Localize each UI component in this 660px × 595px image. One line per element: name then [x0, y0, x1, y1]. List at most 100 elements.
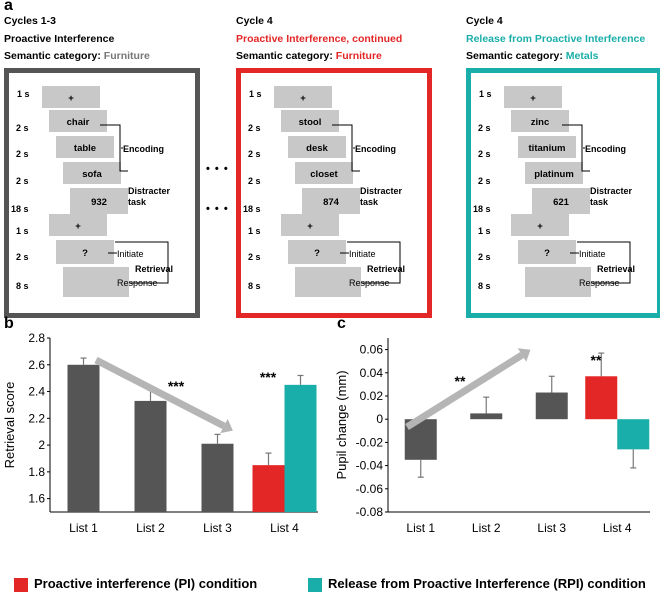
category-label: Semantic category:	[466, 50, 566, 62]
stimulus-card: stool	[281, 110, 339, 132]
response-label: Response	[579, 278, 620, 288]
stimulus-word: +	[530, 93, 536, 104]
duration-label: 2 s	[478, 123, 491, 133]
column-category-line: Semantic category: Metals	[466, 47, 598, 65]
y-tick-label: 2.8	[28, 331, 45, 345]
y-tick-label: -0.02	[356, 435, 384, 449]
x-tick-label: List 2	[136, 521, 165, 535]
trend-arrow	[94, 356, 233, 434]
stimulus-card	[525, 267, 591, 297]
legend-rpi-swatch	[308, 578, 322, 592]
panel-c-letter: c	[337, 315, 346, 332]
category-value: Furniture	[335, 50, 382, 62]
duration-label: 2 s	[478, 176, 491, 186]
distracter-task-label: task	[128, 197, 147, 207]
stimulus-card: platinum	[525, 162, 583, 184]
trial-sequence-frame: + zinc titanium platinum 621 +? 1 s 2 s 2 s 2 s 18…	[466, 68, 660, 318]
stimulus-word: chair	[67, 117, 90, 128]
duration-label: 8 s	[478, 281, 491, 291]
x-tick-label: List 3	[203, 521, 232, 535]
stimulus-word: sofa	[82, 169, 102, 180]
ellipsis-top: • • •	[206, 163, 229, 175]
duration-label: 2 s	[478, 149, 491, 159]
bar	[585, 376, 618, 420]
distracter-label: Distracter	[128, 186, 171, 196]
duration-label: 8 s	[248, 281, 261, 291]
stimulus-card: +	[274, 86, 332, 108]
trial-sequence-frame: + chair table sofa 932 +? 1 s 2 s 2 s 2 s 18 s 1 s 2…	[4, 68, 200, 318]
duration-label: 2 s	[16, 149, 29, 159]
ellipsis-bottom: • • •	[206, 203, 229, 215]
significance-marker: **	[591, 352, 602, 368]
stimulus-word: ?	[544, 248, 550, 259]
bar	[134, 400, 167, 512]
stimulus-word: +	[75, 221, 81, 232]
legend-pi-swatch	[14, 578, 28, 592]
duration-label: 2 s	[248, 149, 261, 159]
trial-sequence-frame: + stool desk closet 874 +? 1 s 2 s 2 s 2 s 18 s 1 s…	[236, 68, 432, 318]
encoding-label: Encoding	[585, 144, 626, 154]
paradigm-column-rpi: Cycle 4 Release from Proactive Interferen…	[466, 15, 660, 318]
duration-label: 2 s	[16, 252, 29, 262]
duration-label: 18 s	[243, 204, 261, 214]
bar	[252, 465, 285, 512]
y-tick-label: 0.06	[360, 343, 384, 357]
stimulus-word: closet	[310, 169, 338, 180]
initiate-label: Initiate	[349, 249, 376, 259]
stimulus-card: 874	[302, 188, 360, 214]
stimulus-word: +	[537, 221, 543, 232]
stimulus-word: titanium	[529, 143, 566, 154]
column-category-line: Semantic category: Furniture	[236, 47, 382, 65]
stimulus-card: sofa	[63, 162, 121, 184]
category-label: Semantic category:	[4, 50, 104, 62]
bar	[284, 384, 317, 512]
stimulus-card: ?	[518, 240, 576, 264]
stimulus-card: +	[504, 86, 562, 108]
category-value: Furniture	[103, 50, 150, 62]
initiate-label: Initiate	[579, 249, 606, 259]
stimulus-word: 621	[553, 197, 570, 208]
significance-marker: ***	[168, 378, 185, 394]
initiate-label: Initiate	[117, 249, 144, 259]
distracter-label: Distracter	[590, 186, 633, 196]
duration-label: 2 s	[16, 123, 29, 133]
stimulus-word: 874	[323, 197, 340, 208]
stimulus-card: +	[42, 86, 100, 108]
distracter-task-label: task	[360, 197, 379, 207]
duration-label: 1 s	[249, 89, 262, 99]
y-tick-label: 0.04	[360, 366, 384, 380]
panel-b-letter: b	[4, 315, 14, 332]
y-tick-label: 1.6	[28, 492, 45, 506]
duration-label: 2 s	[16, 176, 29, 186]
stimulus-word: table	[74, 143, 96, 154]
y-axis-label: Pupil change (mm)	[334, 370, 349, 479]
stimulus-word: +	[307, 221, 313, 232]
y-tick-label: 2.6	[28, 358, 45, 372]
paradigm-column-pi-continued: Cycle 4 Proactive Interference, continued…	[236, 15, 432, 318]
column-cycle-label: Cycles 1-3	[4, 15, 56, 27]
duration-label: 2 s	[478, 252, 491, 262]
retrieval-label: Retrieval	[367, 264, 405, 274]
y-tick-label: -0.04	[356, 459, 384, 473]
stimulus-word: +	[300, 93, 306, 104]
duration-label: 8 s	[16, 281, 29, 291]
significance-marker: ***	[260, 369, 277, 385]
y-tick-label: 2.2	[28, 411, 45, 425]
duration-label: 2 s	[248, 123, 261, 133]
category-value: Metals	[565, 50, 599, 62]
y-tick-label: -0.06	[356, 482, 384, 496]
y-tick-label: 0.02	[360, 389, 384, 403]
stimulus-card: titanium	[518, 136, 576, 158]
distracter-label: Distracter	[360, 186, 403, 196]
duration-label: 18 s	[473, 204, 491, 214]
encoding-label: Encoding	[355, 144, 396, 154]
pupil-change-chart: -0.08 -0.06 -0.04 -0.02 0 0.02 0.04 0.06 Pupil c…	[334, 338, 650, 535]
x-tick-label: List 1	[69, 521, 98, 535]
duration-label: 1 s	[248, 226, 261, 236]
bar	[470, 413, 503, 420]
retrieval-score-chart: 1.6 1.8 2 2.2 2.4 2.6 2.8 Retrieval score List 1…	[2, 331, 318, 535]
duration-label: 1 s	[17, 89, 30, 99]
column-condition-label: Proactive Interference	[4, 33, 115, 45]
encoding-label: Encoding	[123, 144, 164, 154]
stimulus-card: +	[49, 214, 107, 236]
